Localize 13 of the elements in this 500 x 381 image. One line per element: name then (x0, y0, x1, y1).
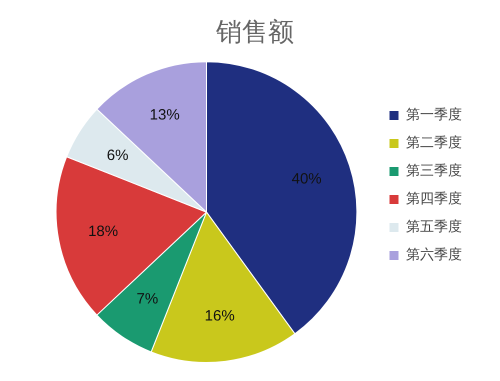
data-label: 18% (88, 222, 118, 240)
legend-label: 第六季度 (406, 247, 462, 264)
data-label: 16% (204, 308, 235, 325)
data-label: 7% (136, 290, 158, 308)
data-label: 6% (106, 146, 128, 164)
data-label: 40% (292, 170, 322, 188)
legend-label: 第五季度 (406, 219, 462, 236)
chart-title: 销售额 (215, 17, 294, 48)
legend-label: 第四季度 (406, 191, 462, 208)
legend-label: 第一季度 (406, 107, 462, 124)
data-label: 13% (150, 106, 180, 124)
legend-label: 第二季度 (406, 135, 462, 152)
legend-label: 第三季度 (406, 163, 462, 180)
